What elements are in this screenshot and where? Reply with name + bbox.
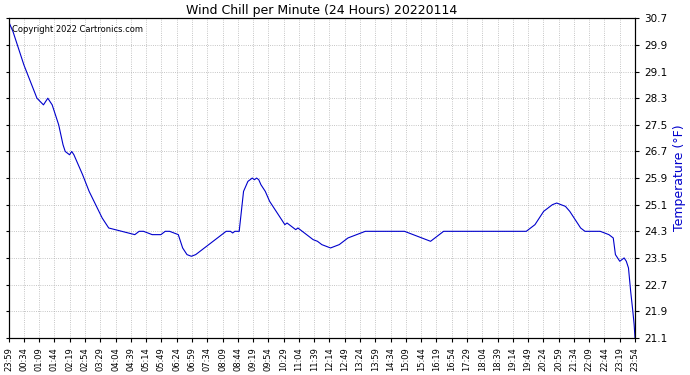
Text: Copyright 2022 Cartronics.com: Copyright 2022 Cartronics.com bbox=[12, 25, 143, 34]
Title: Wind Chill per Minute (24 Hours) 20220114: Wind Chill per Minute (24 Hours) 2022011… bbox=[186, 4, 457, 17]
Y-axis label: Temperature (°F): Temperature (°F) bbox=[673, 125, 686, 231]
